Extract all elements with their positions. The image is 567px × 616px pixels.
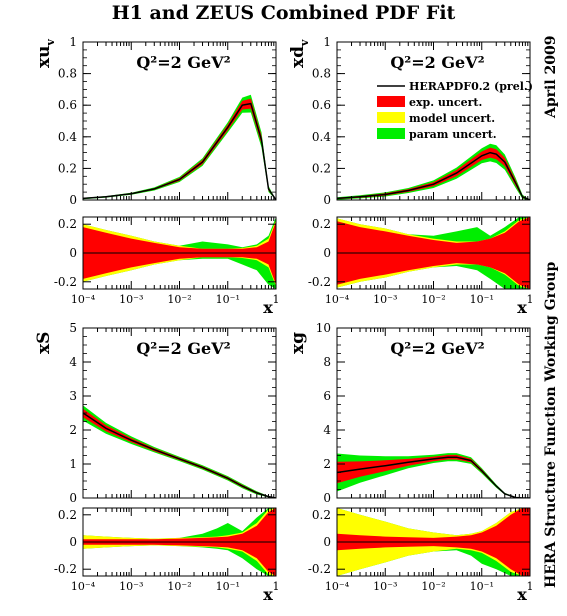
xdv-ratio-ytick-label: 0.2	[312, 217, 331, 231]
xuv-ratio-ytick-label: 0	[69, 246, 77, 260]
xS-main-ytick-label: 3	[69, 389, 77, 403]
xuv-ratio-ytick-label: 0.2	[58, 217, 77, 231]
xg-ratio-xtick-label: 10⁻⁴	[325, 580, 350, 593]
legend-central-label: HERAPDF0.2 (prel.)	[409, 80, 533, 93]
xdv-main-ytick-label: 0.4	[312, 130, 331, 144]
xdv-xlabel: x	[517, 298, 527, 317]
xuv-ratio-ytick-label: -0.2	[54, 275, 77, 289]
xg-ratio-ytick-label: -0.2	[308, 562, 331, 576]
xuv-ylabel-sub: v	[44, 39, 57, 47]
xS-main-ytick-label: 5	[69, 321, 77, 335]
xS-exp-band	[83, 408, 276, 498]
xuv-ylabel: xuv	[34, 39, 57, 69]
xS-param-band	[83, 405, 276, 498]
xg-ratio-ytick-label: 0.2	[312, 508, 331, 522]
xS-xlabel: x	[263, 585, 273, 604]
figure-title: H1 and ZEUS Combined PDF Fit	[111, 2, 456, 24]
xdv-main-ytick-label: 0	[323, 193, 331, 207]
xS-main-ytick-label: 0	[69, 491, 77, 505]
xg-main-ytick-label: 6	[323, 389, 331, 403]
xdv-ratio-ytick-label: 0	[323, 246, 331, 260]
legend-exp-label: exp. uncert.	[409, 96, 482, 109]
xdv-annotation: Q²=2 GeV²	[390, 53, 484, 72]
xS-ratio-ytick-label: 0.2	[58, 508, 77, 522]
xS-ratio-xtick-label: 10⁻⁴	[71, 580, 96, 593]
xuv-ratio-xtick-label: 10⁻⁴	[71, 293, 96, 306]
xS-ratio-xtick-label: 10⁻¹	[216, 580, 240, 593]
xg-main-ytick-label: 10	[316, 321, 331, 335]
xuv-exp-band	[83, 98, 276, 200]
xS-ratio-ytick-label: 0	[69, 535, 77, 549]
xg-ratio-xtick-label: 10⁻²	[421, 580, 445, 593]
xg-ratio-xtick-label: 10⁻¹	[470, 580, 494, 593]
xdv-ratio-xtick-label: 10⁻⁴	[325, 293, 350, 306]
xg-ylabel: xg	[288, 332, 308, 354]
xS-ratio-xtick-label: 1	[273, 580, 280, 593]
xdv-param-band	[337, 143, 530, 200]
legend: HERAPDF0.2 (prel.) exp. uncert. model unce…	[377, 80, 533, 141]
xuv-main-ytick-label: 0	[69, 193, 77, 207]
xg-main-ytick-label: 0	[323, 491, 331, 505]
legend-model-label: model uncert.	[409, 112, 495, 125]
xS-main-ytick-label: 4	[69, 355, 77, 369]
xdv-ylabel: xdv	[288, 39, 311, 68]
xuv-ratio-xtick-label: 1	[273, 293, 280, 306]
xg-annotation: Q²=2 GeV²	[390, 339, 484, 358]
xuv-ratio-xtick-label: 10⁻¹	[216, 293, 240, 306]
xS-ratio-ytick-label: -0.2	[54, 562, 77, 576]
legend-model-swatch	[377, 112, 405, 123]
xuv-xlabel: x	[263, 298, 273, 317]
xuv-annotation: Q²=2 GeV²	[136, 53, 230, 72]
xdv-ratio-xtick-label: 10⁻²	[421, 293, 445, 306]
panel-xdv: 0 0.2 0.4 0.6 0.8 1 xdv Q²=2 GeV² -0.2 0 0.2 10⁻⁴ 10…	[288, 35, 534, 317]
xg-main-ytick-label: 8	[323, 355, 331, 369]
xuv-main-ytick-label: 0.6	[58, 98, 77, 112]
xg-main-ytick-label: 4	[323, 423, 331, 437]
side-label-bottom: HERA Structure Function Working Group	[543, 261, 559, 588]
xg-xlabel: x	[517, 585, 527, 604]
xuv-ratio-xtick-label: 10⁻²	[167, 293, 191, 306]
xdv-ratio-xtick-label: 1	[527, 293, 534, 306]
xS-main-ytick-label: 1	[69, 457, 77, 471]
legend-param-swatch	[377, 128, 405, 139]
xS-central-line	[83, 412, 276, 498]
xuv-main-ytick-label: 1	[69, 35, 77, 49]
xg-ratio-xtick-label: 1	[527, 580, 534, 593]
panel-xg: 0 2 4 6 8 10 xg Q²=2 GeV² -0.2 0 0.2 10⁻⁴ 10⁻³ 10⁻² 10…	[288, 321, 534, 604]
xg-main-ytick-label: 2	[323, 457, 331, 471]
xuv-main-ytick-label: 0.4	[58, 130, 77, 144]
xg-central-line	[337, 456, 530, 498]
xg-ratio-ytick-label: 0	[323, 535, 331, 549]
side-label-top: April 2009	[543, 35, 559, 118]
xS-ylabel: xS	[34, 332, 54, 354]
xuv-ratio-xtick-label: 10⁻³	[119, 293, 143, 306]
xuv-param-band	[83, 94, 276, 200]
xS-annotation: Q²=2 GeV²	[136, 339, 230, 358]
xdv-ratio-ytick-label: -0.2	[308, 275, 331, 289]
legend-param-label: param uncert.	[409, 128, 497, 141]
xuv-central-line	[83, 102, 276, 200]
xS-ratio-xtick-label: 10⁻²	[167, 580, 191, 593]
xdv-main-ytick-label: 0.8	[312, 67, 331, 81]
xuv-main-ytick-label: 0.2	[58, 161, 77, 175]
xS-main-ytick-label: 2	[69, 423, 77, 437]
xdv-main-ytick-label: 0.2	[312, 161, 331, 175]
xdv-main-ytick-label: 1	[323, 35, 331, 49]
xdv-ratio-xtick-label: 10⁻³	[373, 293, 397, 306]
panel-xuv: 0 0.2 0.4 0.6 0.8 1 xuv Q²=2 GeV² -0.2 0 0.2 10⁻⁴ 10…	[34, 35, 280, 317]
xdv-main-ytick-label: 0.6	[312, 98, 331, 112]
xg-ratio-xtick-label: 10⁻³	[373, 580, 397, 593]
xuv-main-ytick-label: 0.8	[58, 67, 77, 81]
xdv-ylabel-sub: v	[298, 39, 311, 47]
xdv-ratio-xtick-label: 10⁻¹	[470, 293, 494, 306]
xS-ratio-xtick-label: 10⁻³	[119, 580, 143, 593]
panel-xS: 0 1 2 3 4 5 xS Q²=2 GeV² -0.2 0 0.2 10⁻⁴ 10⁻³ 10⁻² 10⁻…	[34, 321, 280, 604]
legend-exp-swatch	[377, 96, 405, 107]
